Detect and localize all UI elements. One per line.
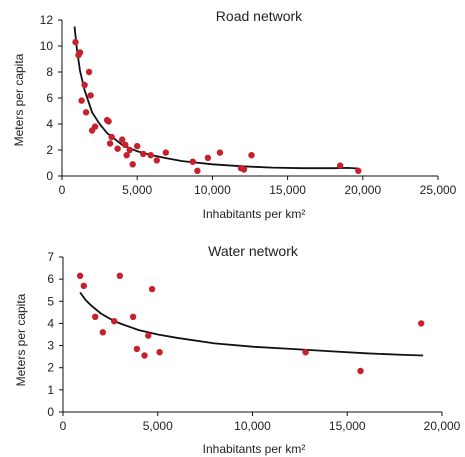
road-x-tick-label: 0 bbox=[59, 183, 66, 197]
water-data-point bbox=[129, 313, 137, 320]
road-data-point bbox=[216, 149, 224, 156]
water-x-tick-label: 5,000 bbox=[143, 419, 173, 433]
road-y-tick-label: 4 bbox=[46, 117, 53, 131]
road-data-point bbox=[123, 152, 130, 159]
water-x-tick-label: 15,000 bbox=[329, 419, 366, 433]
road-data-point bbox=[162, 149, 169, 156]
road-x-tick-label: 25,000 bbox=[420, 183, 457, 197]
water-data-point bbox=[156, 349, 163, 356]
road-x-tick-label: 5,000 bbox=[122, 183, 152, 197]
road-data-point bbox=[114, 145, 121, 152]
road-x-tick-label: 10,000 bbox=[194, 183, 231, 197]
road-data-point bbox=[355, 167, 362, 174]
water-y-axis-label: Meters per capita bbox=[14, 293, 28, 386]
water-data-point bbox=[302, 349, 309, 356]
road-y-axis-label: Meters per capita bbox=[12, 53, 26, 146]
road-data-marks bbox=[72, 26, 362, 174]
water-data-point bbox=[141, 352, 148, 359]
water-y-ticks: 0 1 2 3 4 5 6 7 bbox=[47, 250, 63, 419]
road-y-tick-label: 0 bbox=[46, 169, 53, 183]
water-data-marks bbox=[76, 272, 425, 375]
road-data-point bbox=[194, 167, 201, 174]
water-y-tick-label: 1 bbox=[47, 383, 54, 397]
road-x-tick-label: 15,000 bbox=[269, 183, 306, 197]
water-y-tick-label: 6 bbox=[47, 272, 54, 286]
water-data-point bbox=[116, 272, 124, 279]
water-data-point bbox=[76, 272, 84, 279]
water-x-axis-label: Inhabitants per km² bbox=[203, 442, 306, 456]
water-data-point bbox=[111, 318, 118, 325]
road-data-point bbox=[140, 150, 147, 158]
road-chart-title: Road network bbox=[216, 8, 303, 24]
road-data-point bbox=[119, 136, 126, 143]
road-y-tick-label: 12 bbox=[40, 13, 54, 27]
road-data-point bbox=[105, 118, 112, 125]
water-x-tick-label: 0 bbox=[60, 419, 67, 433]
water-y-tick-label: 2 bbox=[47, 361, 54, 375]
water-network-chart: Water network Meters per capita Inhabita… bbox=[14, 243, 461, 456]
road-data-point bbox=[76, 49, 84, 56]
road-data-point bbox=[129, 161, 136, 168]
road-data-point bbox=[106, 140, 114, 147]
water-y-tick-label: 7 bbox=[47, 250, 54, 264]
road-data-point bbox=[248, 152, 255, 159]
road-y-tick-label: 2 bbox=[46, 143, 53, 157]
road-data-point bbox=[85, 68, 93, 76]
road-x-ticks: 0 5,000 10,000 15,000 20,000 25,000 bbox=[59, 176, 457, 197]
road-data-point bbox=[134, 142, 141, 150]
water-data-point bbox=[145, 332, 152, 339]
water-data-point bbox=[418, 320, 425, 327]
road-data-point bbox=[122, 141, 129, 148]
water-y-tick-label: 0 bbox=[47, 405, 54, 419]
road-data-point bbox=[108, 133, 115, 141]
water-x-ticks: 0 5,000 10,000 15,000 20,000 bbox=[60, 412, 461, 433]
water-data-point bbox=[148, 285, 156, 293]
water-y-tick-label: 4 bbox=[47, 316, 54, 330]
road-data-point bbox=[204, 154, 212, 161]
water-y-tick-label: 3 bbox=[47, 339, 54, 353]
road-data-point bbox=[147, 152, 154, 159]
water-trend-line bbox=[79, 291, 424, 357]
water-chart-title: Water network bbox=[208, 243, 299, 259]
road-data-point bbox=[78, 97, 85, 104]
road-data-point bbox=[82, 109, 90, 116]
road-data-point bbox=[81, 81, 88, 89]
water-data-point bbox=[80, 282, 88, 289]
road-y-ticks: 0 2 4 6 8 10 12 bbox=[40, 13, 62, 183]
road-data-point bbox=[153, 157, 160, 164]
water-data-point bbox=[99, 329, 107, 336]
road-y-tick-label: 8 bbox=[46, 65, 53, 79]
road-y-tick-label: 6 bbox=[46, 91, 53, 105]
road-x-axis-label: Inhabitants per km² bbox=[203, 207, 306, 221]
water-data-point bbox=[133, 345, 141, 353]
road-data-point bbox=[91, 123, 99, 130]
road-data-point bbox=[126, 146, 133, 154]
road-y-tick-label: 10 bbox=[40, 39, 54, 53]
road-data-point bbox=[240, 166, 248, 173]
water-x-tick-label: 20,000 bbox=[424, 419, 461, 433]
road-x-tick-label: 20,000 bbox=[344, 183, 381, 197]
road-data-point bbox=[337, 162, 344, 169]
road-data-point bbox=[72, 38, 79, 46]
water-data-point bbox=[357, 367, 364, 375]
road-network-chart: Road network Meters per capita Inhabitan… bbox=[12, 8, 457, 221]
water-x-tick-label: 10,000 bbox=[234, 419, 271, 433]
water-y-tick-label: 5 bbox=[47, 294, 54, 308]
water-data-point bbox=[92, 313, 99, 320]
road-data-point bbox=[87, 92, 94, 99]
road-data-point bbox=[189, 158, 196, 165]
